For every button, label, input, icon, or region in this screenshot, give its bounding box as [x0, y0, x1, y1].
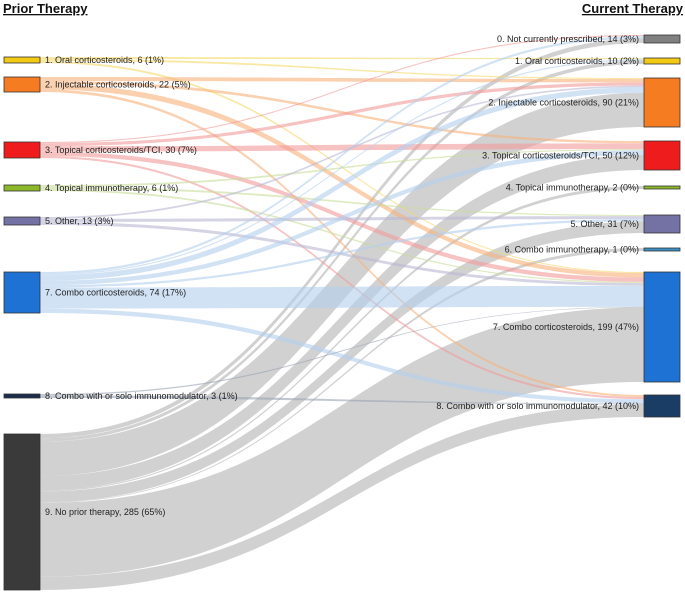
current-label-c1: 1. Oral corticosteroids, 10 (2%) — [515, 56, 639, 66]
current-node-c3 — [644, 141, 680, 170]
prior-therapy-heading: Prior Therapy — [3, 1, 88, 16]
prior-node-p8 — [4, 394, 40, 398]
current-label-c0: 0. Not currently prescribed, 14 (3%) — [497, 34, 639, 44]
current-node-c7 — [644, 272, 680, 382]
prior-label-p5: 5. Other, 13 (3%) — [45, 216, 114, 226]
prior-node-p9 — [4, 434, 40, 590]
current-node-c0 — [644, 35, 680, 43]
prior-label-p2: 2. Injectable corticosteroids, 22 (5%) — [45, 80, 191, 90]
prior-node-p7 — [4, 272, 40, 313]
current-label-c6: 6. Combo immunotherapy, 1 (0%) — [505, 245, 639, 255]
current-node-c6 — [644, 248, 680, 251]
current-label-c5: 5. Other, 31 (7%) — [570, 219, 639, 229]
current-label-c7: 7. Combo corticosteroids, 199 (47%) — [493, 322, 639, 332]
current-therapy-heading: Current Therapy — [582, 1, 684, 16]
prior-label-p4: 4. Topical immunotherapy, 6 (1%) — [45, 183, 178, 193]
current-label-c2: 2. Injectable corticosteroids, 90 (21%) — [488, 98, 639, 108]
current-node-c2 — [644, 78, 680, 127]
current-node-c5 — [644, 215, 680, 233]
current-label-c8: 8. Combo with or solo immunomodulator, 4… — [436, 401, 639, 411]
current-label-c3: 3. Topical corticosteroids/TCI, 50 (12%) — [482, 151, 639, 161]
current-node-c4 — [644, 186, 680, 189]
prior-label-p7: 7. Combo corticosteroids, 74 (17%) — [45, 288, 186, 298]
prior-node-p1 — [4, 57, 40, 63]
prior-node-p2 — [4, 77, 40, 92]
prior-node-p3 — [4, 142, 40, 158]
sankey-diagram: 1. Oral corticosteroids, 6 (1%) 2. Inject… — [0, 0, 685, 593]
prior-label-p8: 8. Combo with or solo immunomodulator, 3… — [45, 391, 238, 401]
current-node-c8 — [644, 395, 680, 417]
prior-node-p5 — [4, 217, 40, 225]
prior-label-p1: 1. Oral corticosteroids, 6 (1%) — [45, 55, 164, 65]
current-node-c1 — [644, 58, 680, 64]
current-label-c4: 4. Topical immunotherapy, 2 (0%) — [506, 183, 639, 193]
prior-label-p3: 3. Topical corticosteroids/TCI, 30 (7%) — [45, 145, 197, 155]
prior-label-p9: 9. No prior therapy, 285 (65%) — [45, 507, 165, 517]
prior-node-p4 — [4, 185, 40, 191]
